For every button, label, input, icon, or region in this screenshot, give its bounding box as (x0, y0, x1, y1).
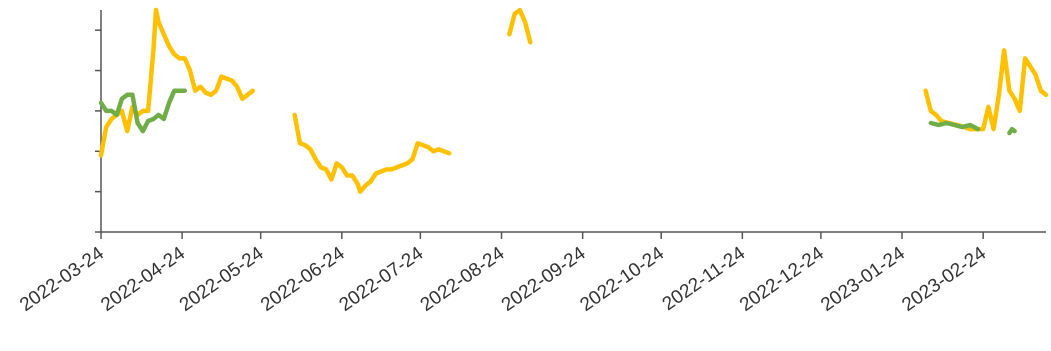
x-tick-label-2: 2022-05-24 (176, 243, 268, 316)
x-tick-label-3: 2022-06-24 (257, 243, 349, 316)
x-tick-label-7: 2022-10-24 (576, 243, 668, 316)
y-axis-ticks (95, 29, 101, 233)
series-0-segment-2 (507, 7, 533, 45)
series-layer (98, 7, 1049, 194)
series-0-segment-0 (98, 7, 256, 158)
x-tick-label-8: 2022-11-24 (659, 243, 750, 315)
series-1-segment-1 (928, 120, 981, 132)
x-tick-label-1: 2022-04-24 (97, 243, 189, 316)
series-0-segment-1 (292, 112, 452, 194)
series-0-segment-3 (923, 48, 1049, 132)
x-axis: 2022-03-242022-04-242022-05-242022-06-24… (16, 231, 1046, 316)
y-axis (95, 10, 102, 233)
x-axis-tick-labels: 2022-03-242022-04-242022-05-242022-06-24… (16, 243, 990, 316)
x-axis-ticks (100, 232, 984, 239)
x-tick-label-6: 2022-09-24 (498, 243, 590, 316)
x-tick-label-11: 2023-02-24 (898, 243, 990, 316)
x-tick-label-9: 2022-12-24 (736, 243, 828, 316)
x-tick-label-5: 2022-08-24 (417, 243, 509, 316)
series-1-segment-2 (1007, 126, 1017, 136)
x-tick-label-10: 2023-01-24 (817, 243, 909, 316)
series-1-segment-0 (98, 88, 188, 134)
x-tick-label-0: 2022-03-24 (16, 243, 108, 316)
x-tick-label-4: 2022-07-24 (336, 243, 428, 316)
